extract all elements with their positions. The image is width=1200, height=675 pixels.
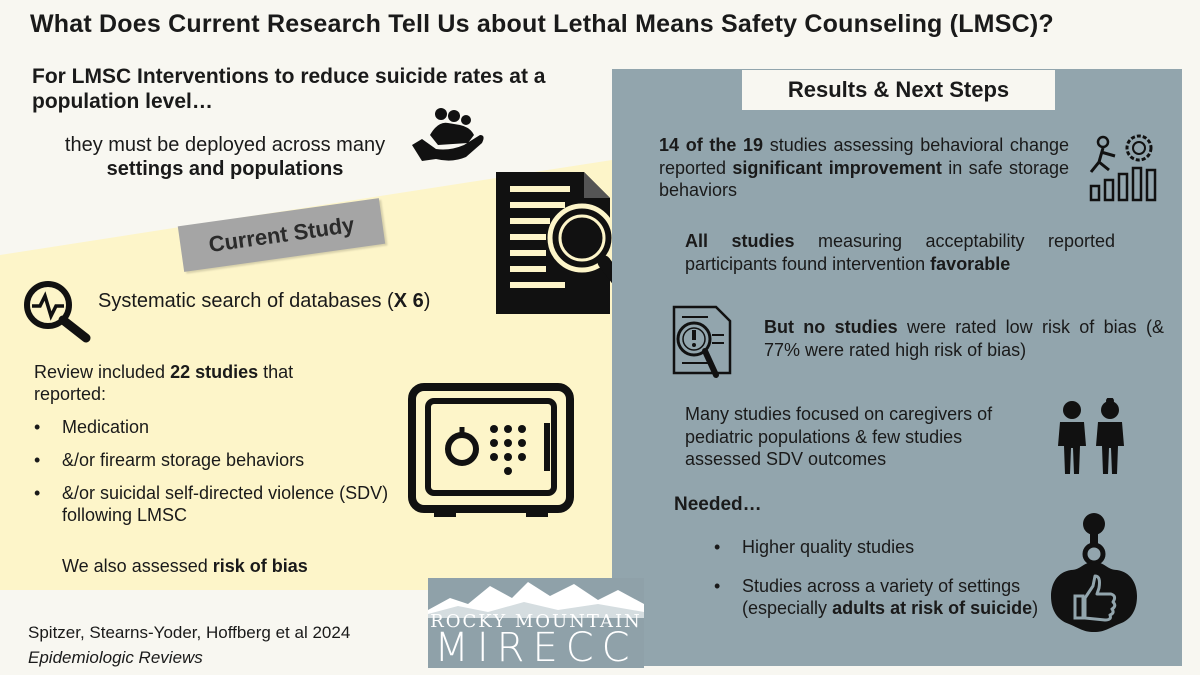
current-study-label: Current Study [177,198,386,272]
growth-chart-icon [1089,134,1157,202]
review-text: Review included 22 studies that reported… [34,362,294,404]
helping-hands-icon [412,108,484,161]
thumbs-up-badge-icon [1051,513,1137,632]
outcome-list: Medication &/or firearm storage behavior… [34,416,394,537]
mountains-icon [428,582,644,618]
needed-heading: Needed… [674,494,762,515]
finding-behavioral-change: 14 of the 19 studies assessing behaviora… [659,135,1069,200]
logo-text-rocky-mountain: ROCKY MOUNTAIN [430,611,642,632]
finding-pediatric-focus: Many studies focused on caregivers of pe… [685,404,993,469]
rocky-mountain-mirecc-logo: ROCKY MOUNTAIN MIRECC [428,578,644,668]
citation: Spitzer, Stearns-Yoder, Hoffberg et al 2… [28,620,350,670]
list-item: Higher quality studies [714,536,1044,558]
citation-authors: Spitzer, Stearns-Yoder, Hoffberg et al 2… [28,623,351,642]
list-item: &/or firearm storage behaviors [34,449,394,471]
search-text: Systematic search of databases (X 6) [98,290,431,312]
safe-icon [408,383,574,517]
intro-heading: For LMSC Interventions to reduce suicide… [32,65,546,113]
heartbeat-magnifier-icon [24,281,91,343]
list-item: &/or suicidal self-directed violence (SD… [34,482,394,526]
risk-document-icon [672,305,732,378]
risk-of-bias-text: We also assessed risk of bias [62,556,308,576]
logo-text-mirecc: MIRECC [434,625,638,668]
page-title: What Does Current Research Tell Us about… [30,10,1054,38]
next-steps-list: Higher quality studies Studies across a … [714,536,1044,636]
list-item: Medication [34,416,394,438]
finding-risk-of-bias: But no studies were rated low risk of bi… [764,317,1164,360]
citation-journal: Epidemiologic Reviews [28,648,203,667]
finding-acceptability: All studies measuring acceptability repo… [685,231,1115,274]
list-item: Studies across a variety of settings (es… [714,575,1044,619]
results-heading: Results & Next Steps [742,70,1055,110]
children-icon [1058,398,1124,474]
intro-body: they must be deployed across many settin… [64,134,386,180]
